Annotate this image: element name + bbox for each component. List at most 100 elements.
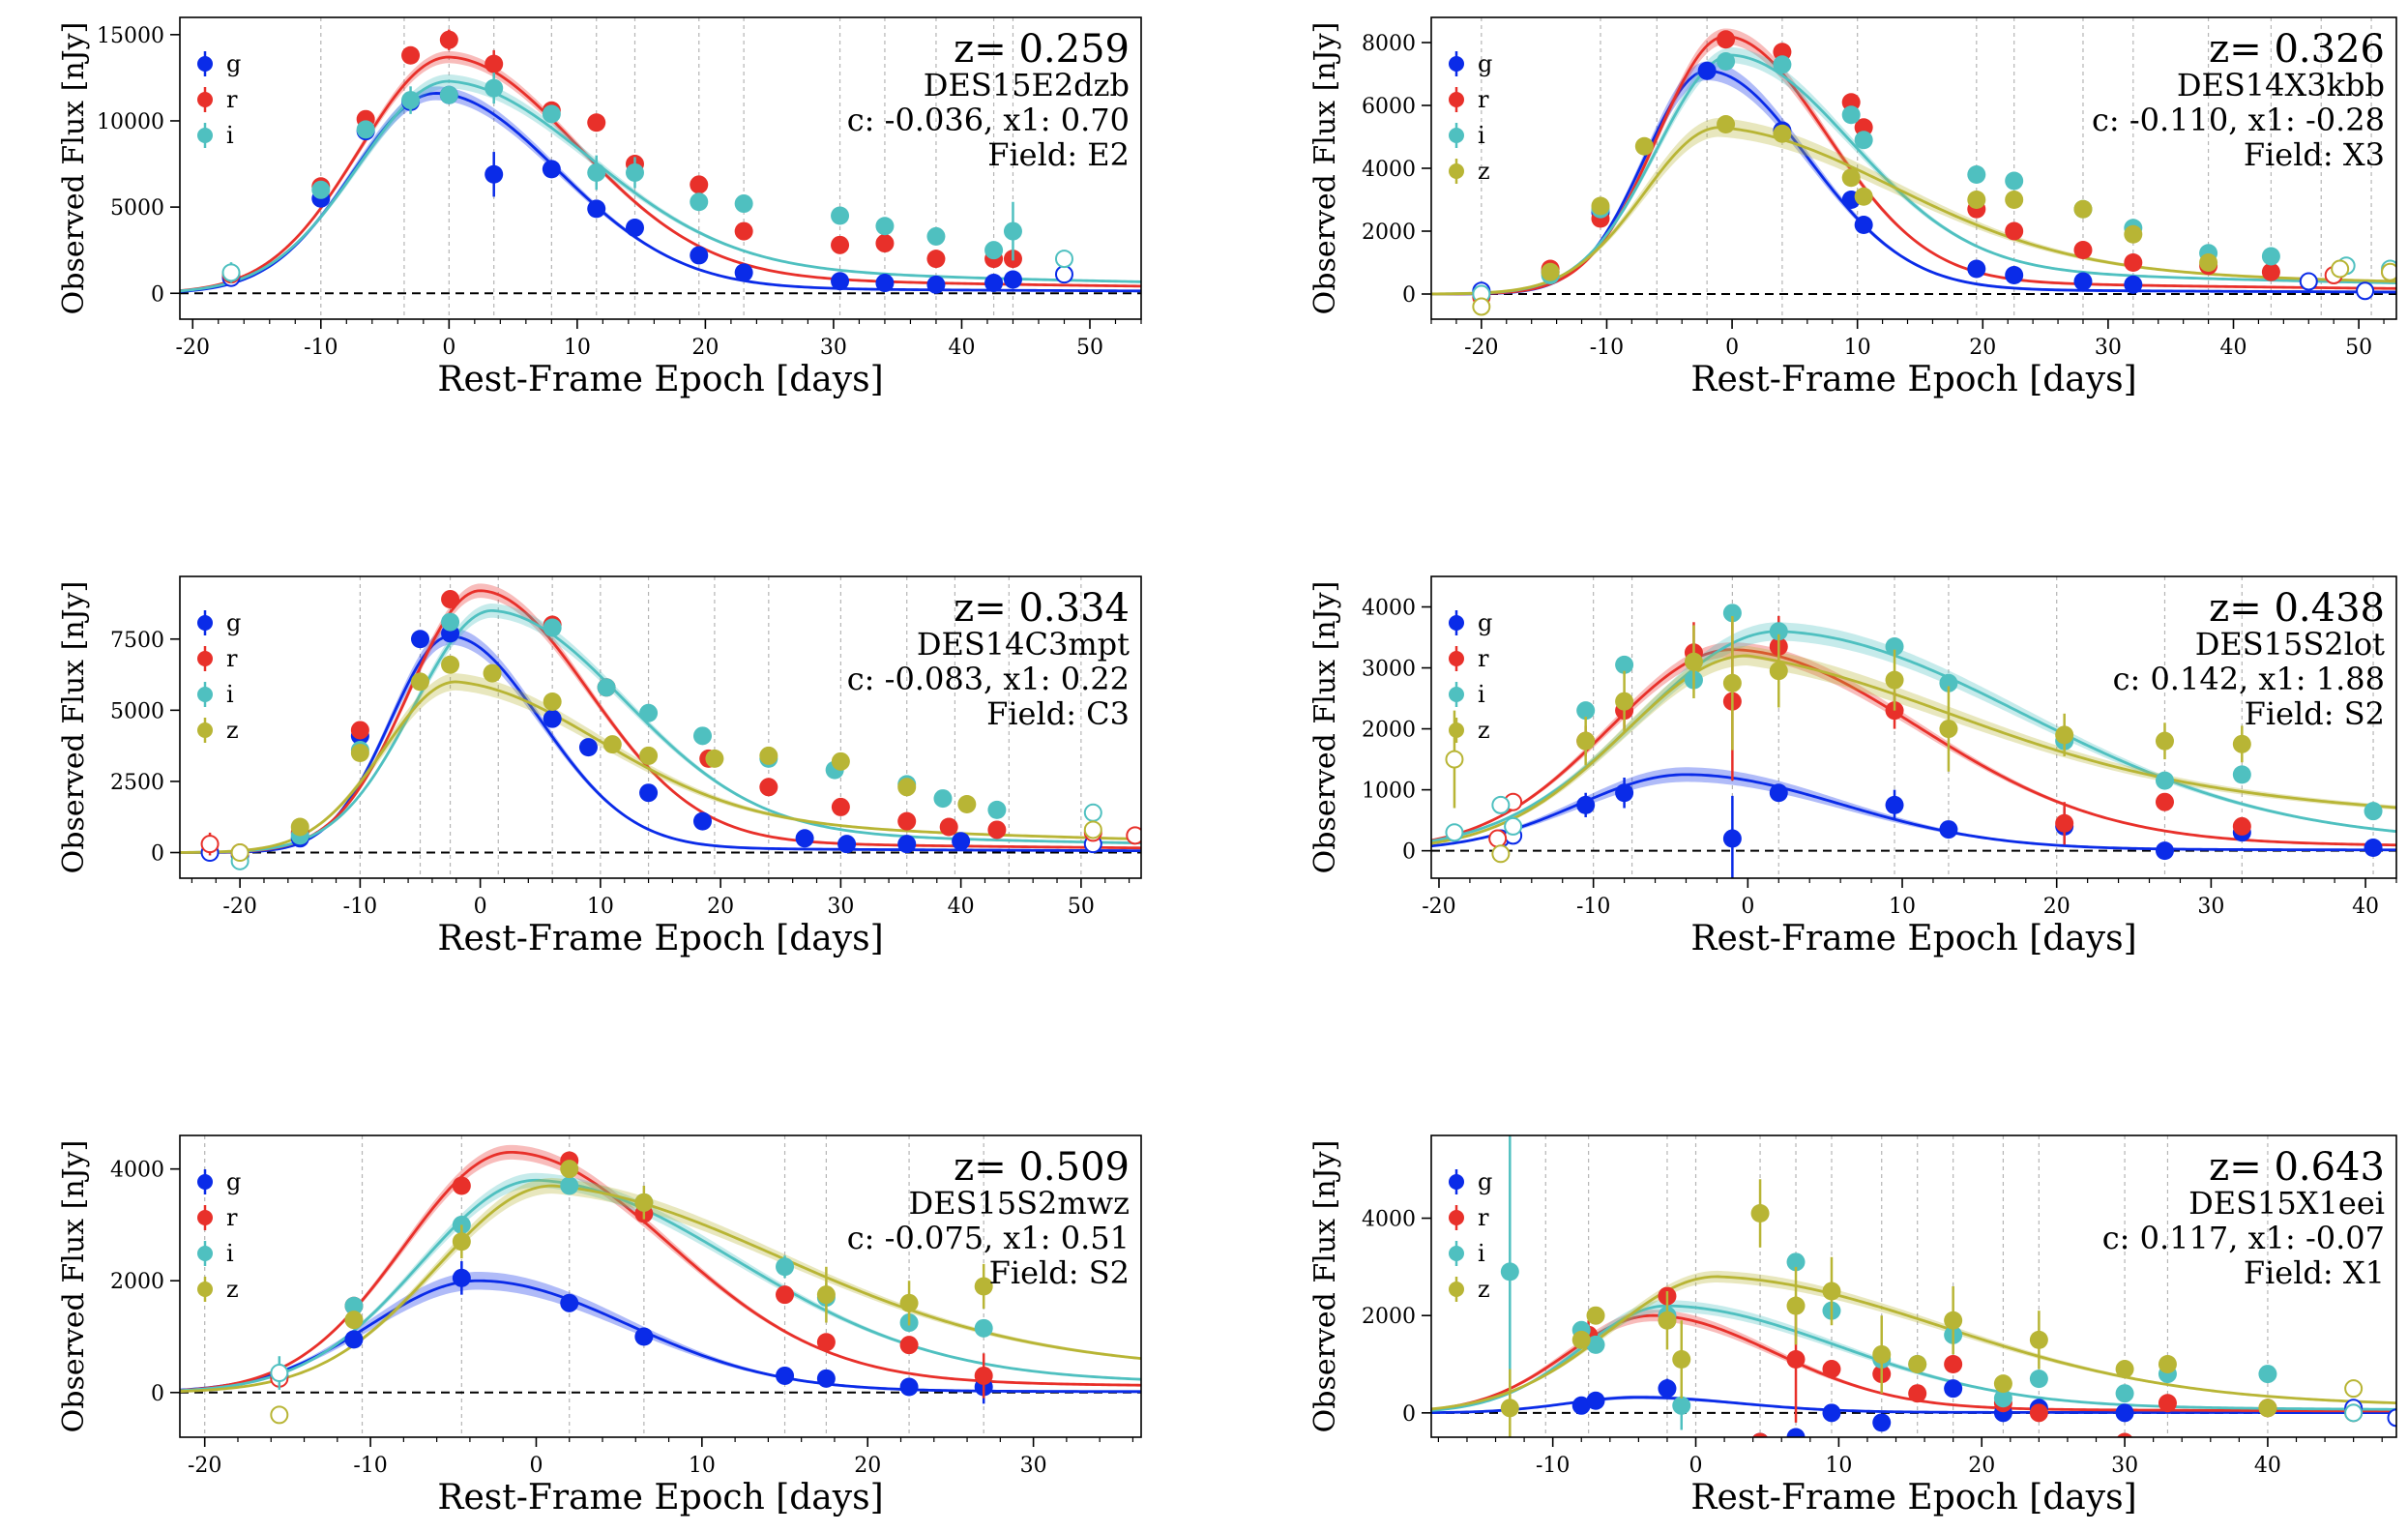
data-point-r (2232, 816, 2251, 836)
x-tick-label: 50 (1076, 336, 1103, 360)
data-point-g (692, 811, 712, 831)
x-tick-label: 50 (2345, 336, 2372, 360)
legend-marker-z (1449, 722, 1464, 738)
y-tick-label: 15000 (97, 24, 164, 48)
data-point-g (1939, 820, 1958, 840)
data-point-i (639, 703, 659, 722)
data-point-i (1773, 55, 1792, 74)
legend-label-i: i (226, 122, 234, 149)
model-curve-z (1431, 654, 2396, 845)
data-point-g (1722, 829, 1742, 848)
legend-label-z: z (226, 1276, 239, 1303)
legend-label-g: g (226, 1168, 241, 1195)
axes-frame (1430, 1134, 2397, 1438)
field-label: Field: E2 (987, 136, 1130, 173)
data-point-z (634, 1193, 654, 1212)
y-axis-label: Observed Flux [nJy] (1308, 1140, 1342, 1433)
data-point-i (2258, 1365, 2277, 1384)
x-tick-label: 10 (689, 1454, 716, 1478)
y-tick-label: 0 (1402, 840, 1416, 865)
data-point-z (1672, 1349, 1691, 1369)
data-point-z (2055, 725, 2074, 745)
field-label: Field: X1 (2244, 1254, 2385, 1291)
legend-label-z: z (1478, 158, 1490, 185)
x-tick-label: 30 (2111, 1454, 2138, 1478)
y-axis: 0 1000 2000 3000 4000 (1362, 597, 1431, 865)
data-point-r (776, 1285, 795, 1305)
data-point-g (2005, 266, 2024, 284)
data-point-r (2117, 1432, 2133, 1437)
excluded-point-r (1488, 829, 1508, 848)
data-point-z (560, 1160, 579, 1179)
data-point-z (1750, 1204, 1770, 1223)
x-tick-label: 30 (1020, 1454, 1047, 1478)
data-point-r (350, 721, 369, 740)
x-axis-label: Rest-Frame Epoch [days] (1690, 919, 2136, 958)
x-tick-label: 40 (948, 895, 975, 919)
data-point-i (1722, 604, 1742, 623)
x-tick-label: 30 (827, 895, 854, 919)
y-tick-label: 2500 (110, 771, 164, 795)
legend-label-r: r (226, 86, 238, 113)
data-point-r (1944, 1355, 1963, 1374)
y-tick-label: 5000 (110, 699, 164, 723)
excluded-point-z (2381, 262, 2396, 281)
data-point-r (759, 778, 778, 797)
field-label: Field: X3 (2244, 136, 2385, 173)
legend-label-z: z (226, 717, 239, 744)
axes-frame (179, 16, 1142, 320)
data-point-i (439, 85, 458, 104)
data-point-i (875, 217, 895, 236)
data-point-i (1939, 673, 1958, 692)
data-point-i (734, 194, 753, 214)
fit-params: c: -0.083, x1: 0.22 (847, 661, 1130, 697)
sn-name: DES14X3kbb (2177, 67, 2385, 103)
x-tick-label: 20 (854, 1454, 881, 1478)
data-point-i (2364, 802, 2383, 821)
data-point-r (1854, 118, 1873, 137)
data-point-r (899, 1336, 919, 1355)
x-axis-label: Rest-Frame Epoch [days] (1690, 1478, 2136, 1517)
legend-marker-g (1449, 56, 1464, 72)
y-axis: 0 5000 10000 15000 (97, 24, 180, 307)
data-point-z (974, 1277, 993, 1296)
x-axis: -20 -10 0 10 20 30 40 50 (1430, 319, 2385, 360)
data-point-g (2073, 272, 2093, 291)
legend-marker-i (1449, 687, 1464, 702)
legend: gri (197, 50, 241, 149)
excluded-point-i (1491, 795, 1511, 814)
legend-label-r: r (226, 1204, 238, 1231)
y-axis-label: Observed Flux [nJy] (1308, 22, 1342, 315)
data-point-g (2364, 838, 2383, 857)
data-point-g (543, 709, 562, 728)
y-axis: 0 2000 4000 (1362, 1208, 1431, 1427)
x-tick-label: 10 (564, 336, 591, 360)
data-point-g (2124, 275, 2143, 294)
y-tick-label: 2000 (1362, 1305, 1416, 1329)
legend-label-g: g (1478, 50, 1492, 77)
data-point-g (639, 783, 659, 803)
data-point-g (1944, 1379, 1963, 1399)
x-tick-label: -10 (1576, 895, 1610, 919)
x-tick-label: 0 (1725, 336, 1739, 360)
data-point-r (816, 1333, 836, 1352)
data-point-g (875, 274, 895, 293)
data-point-r (401, 45, 421, 65)
data-point-i (560, 1176, 579, 1195)
model-curve-i (180, 1178, 1141, 1393)
data-point-z (1872, 1344, 1892, 1364)
data-point-g (1967, 259, 1986, 279)
data-point-z (1773, 124, 1792, 143)
data-point-i (543, 618, 562, 637)
y-tick-label: 5000 (110, 196, 164, 221)
x-tick-label: 0 (474, 895, 487, 919)
data-point-r (2155, 792, 2174, 811)
plot-area (1431, 1135, 2396, 1437)
data-point-r (485, 54, 504, 74)
data-point-g (984, 274, 1004, 293)
y-tick-label: 0 (151, 842, 164, 867)
data-point-z (957, 794, 977, 813)
sn-name: DES14C3mpt (917, 626, 1130, 663)
data-point-i (441, 612, 460, 632)
